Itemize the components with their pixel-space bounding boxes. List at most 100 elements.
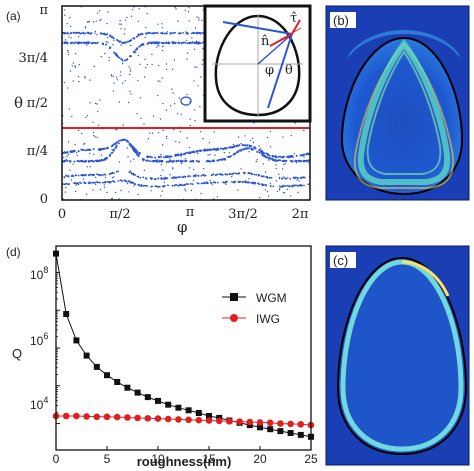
poincare-band-point xyxy=(214,174,217,177)
legend-iwg-marker xyxy=(230,314,238,322)
poincare-band-point xyxy=(183,152,186,155)
poincare-band-point xyxy=(253,182,256,185)
poincare-point xyxy=(158,45,160,47)
ytick-0: 0 xyxy=(40,192,48,207)
point-iwg xyxy=(164,415,172,423)
poincare-point xyxy=(137,193,139,196)
poincare-point xyxy=(162,129,164,132)
poincare-point xyxy=(104,52,106,55)
poincare-point xyxy=(112,75,114,78)
poincare-point xyxy=(94,176,97,178)
poincare-band-point xyxy=(243,144,246,147)
poincare-point xyxy=(68,108,71,110)
poincare-point xyxy=(122,62,124,65)
poincare-band-point xyxy=(113,148,115,151)
poincare-band-point xyxy=(91,42,94,45)
poincare-point xyxy=(165,161,168,164)
poincare-point xyxy=(94,32,96,34)
poincare-point xyxy=(78,36,80,38)
poincare-band-point xyxy=(65,151,68,154)
poincare-band-point xyxy=(261,183,263,185)
poincare-band-point xyxy=(146,42,149,45)
poincare-point xyxy=(108,56,110,59)
poincare-point xyxy=(275,164,277,166)
poincare-point xyxy=(169,158,171,160)
poincare-point xyxy=(190,189,193,192)
poincare-point xyxy=(160,174,162,177)
poincare-band-point xyxy=(286,177,289,179)
panel-d-xlabel: roughness(nm) xyxy=(137,454,232,469)
poincare-point xyxy=(129,68,131,70)
poincare-band-point xyxy=(87,182,90,184)
poincare-band-point xyxy=(200,182,203,185)
panel-d-frame xyxy=(55,245,312,451)
point-iwg xyxy=(134,414,141,422)
poincare-point xyxy=(95,183,97,186)
poincare-point xyxy=(161,45,164,48)
poincare-band-point xyxy=(113,37,115,39)
poincare-point xyxy=(120,28,122,30)
poincare-point xyxy=(127,156,129,158)
panel-c-wgm-mode xyxy=(340,259,464,452)
poincare-band-point xyxy=(119,139,122,142)
point-iwg xyxy=(266,419,274,427)
poincare-band-point xyxy=(197,41,200,44)
poincare-point xyxy=(103,184,106,186)
poincare-band-point xyxy=(170,155,173,158)
poincare-point xyxy=(126,147,129,149)
ytick-10-8: 108 xyxy=(30,265,48,282)
poincare-point xyxy=(70,179,73,181)
poincare-band-point xyxy=(124,59,126,62)
point-iwg xyxy=(236,418,243,426)
panel-b-egg-cavity xyxy=(340,36,464,196)
poincare-band-point xyxy=(128,142,131,145)
poincare-band-point xyxy=(114,53,117,55)
poincare-point xyxy=(197,85,199,87)
poincare-band-point xyxy=(227,155,230,158)
poincare-band-point xyxy=(223,147,226,150)
poincare-point xyxy=(161,144,164,146)
poincare-band-point xyxy=(232,181,235,184)
poincare-band-point xyxy=(208,149,211,152)
poincare-band-point xyxy=(200,175,203,177)
poincare-band-point xyxy=(136,47,139,50)
poincare-band-point xyxy=(125,41,127,44)
poincare-point xyxy=(94,30,97,33)
panel-d-label: (d) xyxy=(6,245,21,259)
poincare-band-point xyxy=(173,184,176,187)
poincare-point xyxy=(208,142,211,144)
poincare-point xyxy=(129,70,132,72)
poincare-point xyxy=(115,76,118,79)
poincare-point xyxy=(177,20,179,22)
poincare-band-point xyxy=(108,173,111,176)
legend-iwg-label: IWG xyxy=(256,312,280,326)
poincare-band-point xyxy=(63,160,65,163)
poincare-point xyxy=(237,189,239,191)
poincare-band-point xyxy=(294,159,297,162)
poincare-band-point xyxy=(282,156,285,158)
poincare-band-point xyxy=(279,159,282,162)
poincare-band-point xyxy=(238,144,241,147)
poincare-band-point xyxy=(260,150,263,153)
poincare-point xyxy=(144,36,146,39)
poincare-band-point xyxy=(133,37,136,39)
poincare-point xyxy=(126,16,128,19)
poincare-band-point xyxy=(73,150,76,152)
poincare-band-point xyxy=(182,32,184,34)
poincare-point xyxy=(85,116,87,119)
point-iwg xyxy=(185,416,192,424)
poincare-point xyxy=(86,166,89,168)
poincare-band-point xyxy=(203,181,206,184)
point-wgm xyxy=(206,413,212,419)
poincare-band-point xyxy=(73,42,76,45)
poincare-point xyxy=(193,168,195,171)
poincare-band-point xyxy=(272,185,275,188)
poincare-point xyxy=(75,184,77,186)
poincare-band-point xyxy=(235,144,238,147)
poincare-point xyxy=(122,124,125,126)
poincare-point xyxy=(202,47,204,50)
poincare-band-point xyxy=(169,155,171,158)
poincare-band-point xyxy=(300,160,303,163)
poincare-band-point xyxy=(135,149,138,152)
poincare-point xyxy=(298,180,300,182)
